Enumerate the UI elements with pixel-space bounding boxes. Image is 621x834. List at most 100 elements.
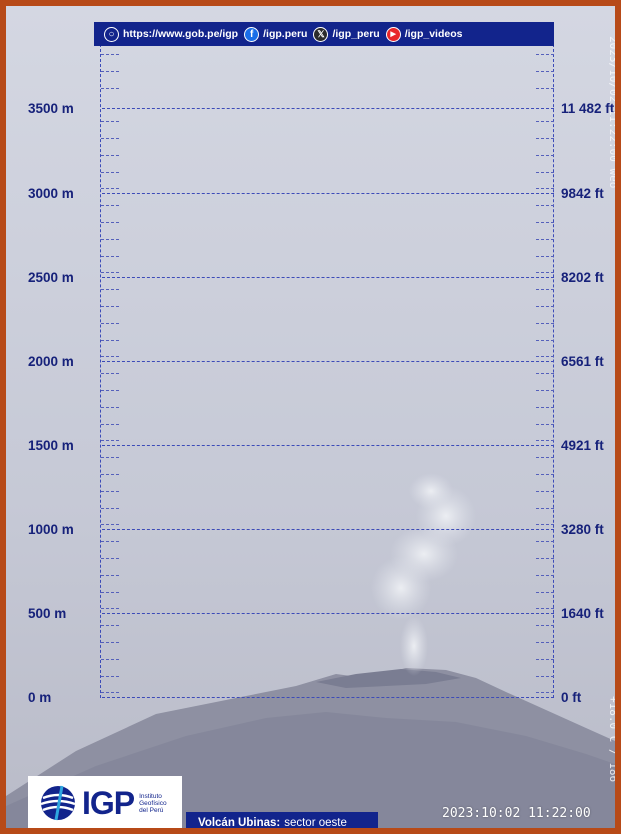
left-minor-tick xyxy=(101,205,119,206)
left-minor-tick xyxy=(101,676,119,677)
facebook-handle: /igp.peru xyxy=(263,28,308,40)
right-minor-tick xyxy=(536,592,554,593)
igp-logo: IGP Instituto Geofísico del Perú xyxy=(28,776,182,828)
right-minor-tick xyxy=(536,390,554,391)
right-minor-tick xyxy=(536,256,554,257)
right-minor-tick xyxy=(536,222,554,223)
right-minor-tick xyxy=(536,71,554,72)
altitude-label-9842ft: 9842 ft xyxy=(561,186,604,201)
left-minor-tick xyxy=(101,323,119,324)
altitude-label-0ft: 0 ft xyxy=(561,690,582,705)
volcano-landscape-image xyxy=(6,6,615,828)
right-minor-tick xyxy=(536,692,554,693)
right-minor-tick xyxy=(536,188,554,189)
left-minor-tick xyxy=(101,88,119,89)
left-minor-tick xyxy=(101,71,119,72)
rule-line-3000 xyxy=(102,193,554,194)
left-vertical-ruler xyxy=(100,34,101,698)
station-sector: sector oeste xyxy=(284,817,347,829)
right-minor-tick xyxy=(536,676,554,677)
website-url: https://www.gob.pe/igp xyxy=(123,28,239,40)
left-minor-tick xyxy=(101,424,119,425)
altitude-label-1640ft: 1640 ft xyxy=(561,606,604,621)
right-minor-tick xyxy=(536,642,554,643)
left-minor-tick xyxy=(101,659,119,660)
left-minor-tick xyxy=(101,508,119,509)
left-minor-tick xyxy=(101,289,119,290)
right-minor-tick xyxy=(536,289,554,290)
left-minor-tick xyxy=(101,440,119,441)
right-minor-tick xyxy=(536,575,554,576)
left-minor-tick xyxy=(101,524,119,525)
right-minor-tick xyxy=(536,659,554,660)
rule-line-3500 xyxy=(102,108,554,109)
right-minor-tick xyxy=(536,508,554,509)
left-minor-tick xyxy=(101,407,119,408)
capture-timestamp: 2023:10:02 11:22:00 xyxy=(442,806,591,821)
right-minor-tick xyxy=(536,373,554,374)
right-minor-tick xyxy=(536,625,554,626)
altitude-label-11482ft: 11 482 ft xyxy=(561,101,615,116)
left-minor-tick xyxy=(101,356,119,357)
altitude-label-3000m: 3000 m xyxy=(28,186,74,201)
right-minor-tick xyxy=(536,88,554,89)
altitude-label-4921ft: 4921 ft xyxy=(561,438,604,453)
right-minor-tick xyxy=(536,491,554,492)
igp-subtitle: Instituto Geofísico del Perú xyxy=(139,793,175,814)
rule-line-1000 xyxy=(102,529,554,530)
altitude-label-2500m: 2500 m xyxy=(28,270,74,285)
left-minor-tick xyxy=(101,256,119,257)
altitude-label-3500m: 3500 m xyxy=(28,101,74,116)
left-minor-tick xyxy=(101,239,119,240)
right-vertical-ruler xyxy=(553,34,554,698)
right-minor-tick xyxy=(536,121,554,122)
station-name: Volcán Ubinas: xyxy=(198,817,281,829)
right-minor-tick xyxy=(536,340,554,341)
social-links-banner: ○ https://www.gob.pe/igp f /igp.peru 𝕏 /… xyxy=(94,22,554,46)
youtube-handle: /igp_videos xyxy=(404,28,463,40)
youtube-icon: ▶ xyxy=(385,26,401,42)
right-minor-tick xyxy=(536,407,554,408)
right-minor-tick xyxy=(536,205,554,206)
left-minor-tick xyxy=(101,54,119,55)
left-minor-tick xyxy=(101,642,119,643)
x-icon: 𝕏 xyxy=(313,26,329,42)
camera-vertical-stamp: 2023/10/02 11:22:00 weo xyxy=(607,36,620,189)
left-minor-tick xyxy=(101,558,119,559)
youtube-link[interactable]: ▶ /igp_videos xyxy=(385,26,463,42)
right-minor-tick xyxy=(536,608,554,609)
left-minor-tick xyxy=(101,222,119,223)
left-minor-tick xyxy=(101,491,119,492)
right-minor-tick xyxy=(536,558,554,559)
right-minor-tick xyxy=(536,239,554,240)
igp-subtitle-line: Instituto xyxy=(139,792,162,800)
crater-rim xyxy=(316,669,461,688)
left-minor-tick xyxy=(101,340,119,341)
left-minor-tick xyxy=(101,390,119,391)
right-minor-tick xyxy=(536,524,554,525)
altitude-label-8202ft: 8202 ft xyxy=(561,270,604,285)
igp-subtitle-line: del Perú xyxy=(139,806,164,814)
left-minor-tick xyxy=(101,121,119,122)
altitude-label-3280ft: 3280 ft xyxy=(561,522,604,537)
right-minor-tick xyxy=(536,356,554,357)
right-minor-tick xyxy=(536,323,554,324)
station-caption: Volcán Ubinas: sector oeste xyxy=(186,812,378,829)
igp-globe-logo-icon xyxy=(40,785,76,821)
facebook-link[interactable]: f /igp.peru xyxy=(244,26,308,42)
rule-line-2000 xyxy=(102,361,554,362)
x-link[interactable]: 𝕏 /igp_peru xyxy=(313,26,380,42)
altitude-label-1500m: 1500 m xyxy=(28,438,74,453)
altitude-label-1000m: 1000 m xyxy=(28,522,74,537)
right-minor-tick xyxy=(536,541,554,542)
website-link[interactable]: ○ https://www.gob.pe/igp xyxy=(104,26,239,42)
right-minor-tick xyxy=(536,272,554,273)
left-minor-tick xyxy=(101,306,119,307)
left-minor-tick xyxy=(101,138,119,139)
right-minor-tick xyxy=(536,424,554,425)
left-minor-tick xyxy=(101,172,119,173)
right-minor-tick xyxy=(536,155,554,156)
camera-temperature-stamp: +18.0 C / 186 xyxy=(607,696,620,783)
camera-view xyxy=(6,6,615,828)
right-minor-tick xyxy=(536,172,554,173)
